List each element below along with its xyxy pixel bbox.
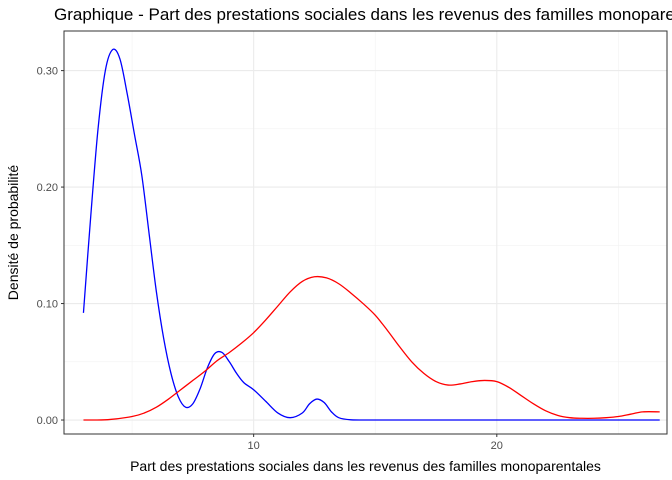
x-tick-label: 10 [248,440,260,452]
chart-title: Graphique - Part des prestations sociale… [54,5,672,24]
y-tick-label: 0.10 [37,299,58,311]
density-curve-2 [83,275,660,421]
y-tick-label: 0.20 [37,182,58,194]
y-tick-label: 0.00 [37,415,58,427]
density-curve-1 [82,48,660,421]
y-axis-ticks: 0.00 0.10 0.20 0.30 [37,66,64,427]
x-tick-label: 20 [491,440,503,452]
series-layer [82,48,660,421]
panel-border [63,30,668,435]
x-axis-title: Part des prestations sociales dans les r… [130,458,601,474]
x-axis-ticks: 10 20 [248,434,503,452]
minor-gridlines [64,31,667,434]
y-axis-title: Densité de probabilité [5,165,21,301]
y-tick-label: 0.30 [37,66,58,78]
major-gridlines [64,31,667,434]
